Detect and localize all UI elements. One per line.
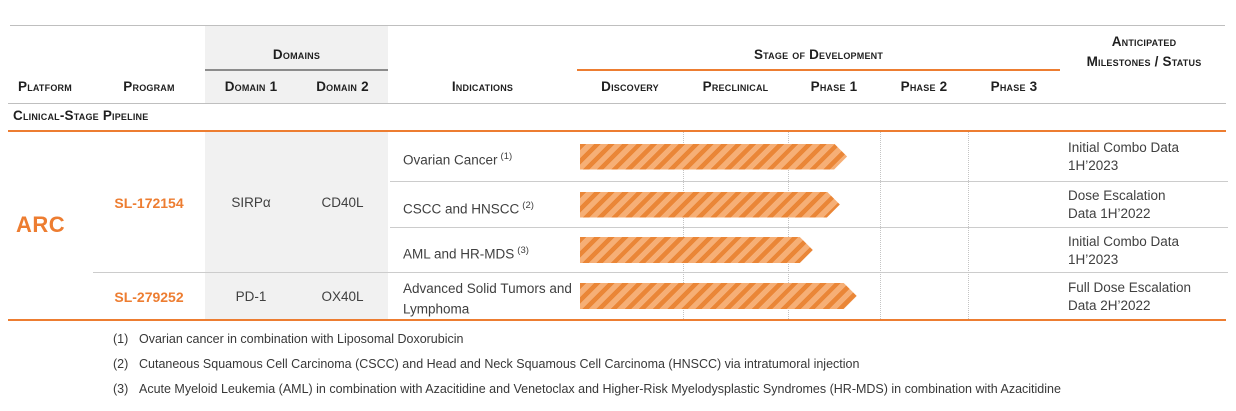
- milestone-line: Full Dose Escalation: [1068, 280, 1192, 295]
- stage-boundary-gridline: [788, 132, 789, 319]
- footnote-text: Cutaneous Squamous Cell Carcinoma (CSCC)…: [139, 357, 860, 371]
- milestone-line: Data 2H’2022: [1068, 297, 1151, 313]
- stage-of-development-underline: [577, 69, 1060, 71]
- milestone-line: Initial Combo Data: [1068, 234, 1180, 249]
- stage-track: [577, 182, 1060, 227]
- indication-cell: Advanced Solid Tumors and Lymphoma: [403, 280, 575, 318]
- milestone-cell: Full Dose Escalation Data 2H’2022: [1068, 279, 1228, 314]
- domain-1-value: PD-1: [235, 289, 267, 304]
- stage-header-phase-2: Phase 2: [900, 79, 948, 94]
- stage-header-phase-1: Phase 1: [810, 79, 858, 94]
- milestone-line: Dose Escalation: [1068, 188, 1166, 203]
- platform-name: ARC: [16, 212, 66, 237]
- stage-header-preclinical: Preclinical: [702, 79, 769, 94]
- indication-cell: CSCC and HNSCC (2): [403, 197, 575, 218]
- progress-arrow: [580, 144, 847, 170]
- stage-header-phase-3: Phase 3: [990, 79, 1038, 94]
- milestone-line: 1H’2023: [1068, 157, 1119, 173]
- domain-2-value: CD40L: [321, 195, 364, 210]
- footnote: (1) Ovarian cancer in combination with Li…: [113, 332, 1223, 346]
- section-bottom-rule: [8, 319, 1226, 321]
- footnote: (2) Cutaneous Squamous Cell Carcinoma (CS…: [113, 357, 1223, 371]
- progress-arrow: [580, 283, 857, 309]
- footnote-ref: (3): [517, 245, 529, 256]
- domains-column-background-header: [205, 26, 388, 103]
- stage-boundary-gridline: [880, 132, 881, 319]
- program-name: SL-279252: [114, 289, 184, 305]
- milestone-line: Data 1H’2022: [1068, 205, 1151, 221]
- footnote: (3) Acute Myeloid Leukemia (AML) in combi…: [113, 382, 1223, 396]
- indication-cell: Ovarian Cancer (1): [403, 148, 575, 169]
- milestone-cell: Initial Combo Data 1H’2023: [1068, 233, 1228, 268]
- column-header-program: Program: [123, 79, 175, 94]
- footnote-number: (2): [113, 357, 129, 371]
- domain-1-value: SIRPα: [231, 195, 271, 210]
- domains-column-background-body: [205, 132, 388, 319]
- progress-arrow: [580, 237, 813, 263]
- milestone-cell: Initial Combo Data 1H’2023: [1068, 139, 1228, 174]
- column-group-header-stage-of-development: Stage of Development: [753, 47, 884, 62]
- row-divider: [390, 227, 1228, 228]
- indication-text: Ovarian Cancer: [403, 152, 498, 168]
- milestone-line: Initial Combo Data: [1068, 140, 1180, 155]
- footnote-text: Ovarian cancer in combination with Lipos…: [139, 332, 464, 346]
- column-header-domain-2: Domain 2: [316, 79, 369, 94]
- program-name: SL-172154: [114, 195, 184, 211]
- column-header-domain-1: Domain 1: [224, 79, 278, 94]
- stage-boundary-gridline: [683, 132, 684, 319]
- indication-cell: AML and HR-MDS (3): [403, 242, 575, 263]
- stage-header-discovery: Discovery: [601, 79, 659, 94]
- stage-boundary-gridline: [968, 132, 969, 319]
- header-bottom-divider: [8, 103, 1226, 104]
- footnote-text: Acute Myeloid Leukemia (AML) in combinat…: [139, 382, 1061, 396]
- milestone-line: 1H’2023: [1068, 251, 1119, 267]
- column-header-anticipated-milestones-status: Anticipated Milestones / Status: [1086, 34, 1202, 69]
- column-header-platform: Platform: [18, 79, 72, 94]
- indication-text: AML and HR-MDS: [403, 246, 515, 262]
- milestone-cell: Dose Escalation Data 1H’2022: [1068, 187, 1228, 222]
- stage-track: [577, 273, 1060, 319]
- row-divider: [390, 181, 1228, 182]
- column-group-header-domains: Domains: [272, 47, 321, 62]
- indication-text: CSCC and HNSCC: [403, 201, 520, 217]
- footnote-number: (3): [113, 382, 129, 396]
- footnote-ref: (1): [500, 151, 513, 162]
- footnote-number: (1): [113, 332, 129, 346]
- top-divider: [10, 25, 1225, 26]
- program-row-divider: [93, 272, 1228, 273]
- section-title-clinical-stage-pipeline: Clinical-Stage Pipeline: [13, 108, 149, 123]
- indication-text: Advanced Solid Tumors and Lymphoma: [403, 281, 572, 317]
- domain-2-value: OX40L: [321, 289, 364, 304]
- domains-underline: [205, 69, 388, 71]
- stage-track: [577, 228, 1060, 272]
- section-top-rule: [8, 130, 1226, 132]
- footnote-ref: (2): [522, 200, 534, 211]
- progress-arrow: [580, 192, 840, 218]
- column-header-indications: Indications: [451, 79, 514, 94]
- stage-track: [577, 132, 1060, 181]
